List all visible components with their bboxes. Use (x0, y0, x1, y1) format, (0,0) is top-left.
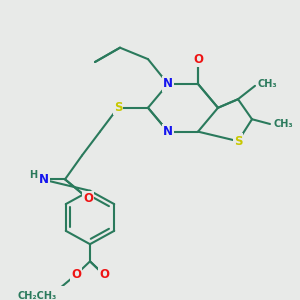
Text: S: S (114, 101, 122, 114)
Text: O: O (71, 268, 81, 281)
Text: N: N (163, 125, 173, 138)
Text: N: N (39, 173, 49, 186)
Text: O: O (83, 192, 93, 205)
Text: O: O (99, 268, 109, 281)
Text: O: O (193, 52, 203, 66)
Text: CH₃: CH₃ (258, 79, 278, 89)
Text: CH₂CH₃: CH₂CH₃ (18, 291, 57, 300)
Text: H: H (29, 169, 37, 180)
Text: S: S (234, 135, 242, 148)
Text: CH₃: CH₃ (273, 119, 292, 129)
Text: N: N (163, 77, 173, 90)
